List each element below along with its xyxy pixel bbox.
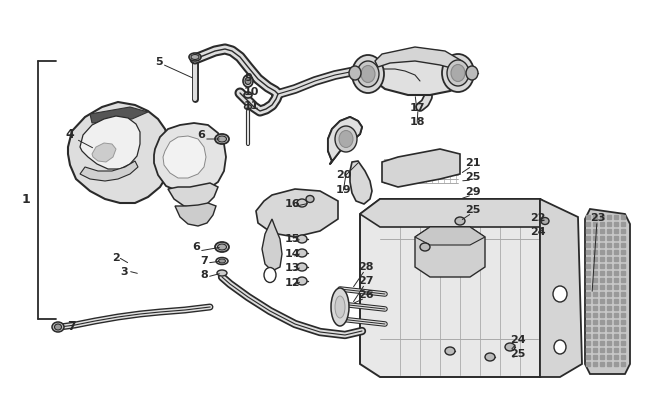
Text: 11: 11 — [244, 101, 259, 111]
Polygon shape — [68, 103, 172, 203]
Polygon shape — [415, 228, 485, 277]
Ellipse shape — [216, 258, 228, 265]
Text: 27: 27 — [358, 275, 374, 285]
Ellipse shape — [505, 343, 515, 351]
Ellipse shape — [218, 259, 226, 263]
Ellipse shape — [357, 62, 379, 88]
Text: 24: 24 — [510, 334, 526, 344]
Ellipse shape — [541, 218, 549, 225]
Polygon shape — [360, 200, 560, 228]
Text: 23: 23 — [590, 213, 605, 222]
Ellipse shape — [189, 54, 201, 62]
Ellipse shape — [445, 347, 455, 355]
Text: 20: 20 — [336, 170, 352, 179]
Ellipse shape — [466, 67, 478, 81]
Ellipse shape — [215, 135, 229, 145]
Polygon shape — [540, 200, 560, 377]
Text: 25: 25 — [465, 205, 480, 215]
Ellipse shape — [442, 55, 474, 93]
Ellipse shape — [455, 217, 465, 226]
Ellipse shape — [218, 244, 226, 250]
Text: 29: 29 — [465, 187, 480, 196]
Polygon shape — [585, 209, 630, 374]
Text: 6: 6 — [197, 130, 205, 140]
Ellipse shape — [554, 340, 566, 354]
Polygon shape — [92, 144, 116, 162]
Polygon shape — [360, 200, 560, 377]
Ellipse shape — [335, 127, 357, 153]
Polygon shape — [350, 162, 372, 205]
Text: 21: 21 — [465, 158, 480, 168]
Ellipse shape — [420, 243, 430, 252]
Text: 8: 8 — [200, 269, 208, 279]
Ellipse shape — [297, 277, 307, 285]
Text: 26: 26 — [358, 289, 374, 299]
Polygon shape — [415, 228, 485, 245]
Text: 1: 1 — [22, 193, 31, 206]
Ellipse shape — [331, 288, 349, 326]
Polygon shape — [154, 124, 226, 194]
Polygon shape — [328, 118, 362, 164]
Ellipse shape — [218, 136, 226, 143]
Text: 10: 10 — [244, 87, 259, 97]
Polygon shape — [168, 183, 218, 209]
Ellipse shape — [297, 249, 307, 257]
Text: 17: 17 — [410, 103, 426, 113]
Ellipse shape — [451, 65, 465, 82]
Text: 6: 6 — [192, 241, 200, 252]
Ellipse shape — [217, 270, 227, 276]
Polygon shape — [382, 149, 460, 188]
Ellipse shape — [335, 296, 345, 318]
Polygon shape — [175, 203, 216, 226]
Ellipse shape — [361, 66, 375, 83]
Polygon shape — [262, 220, 282, 271]
Polygon shape — [368, 50, 468, 96]
Text: 18: 18 — [410, 117, 426, 127]
Ellipse shape — [485, 353, 495, 361]
Ellipse shape — [352, 56, 384, 94]
Ellipse shape — [264, 268, 276, 283]
Text: 25: 25 — [510, 348, 525, 358]
Ellipse shape — [297, 235, 307, 243]
Ellipse shape — [553, 286, 567, 302]
Polygon shape — [80, 117, 140, 170]
Text: 5: 5 — [155, 57, 162, 67]
Polygon shape — [375, 48, 462, 70]
Text: 19: 19 — [336, 185, 352, 194]
Text: 2: 2 — [112, 252, 120, 262]
Polygon shape — [80, 162, 138, 181]
Text: 3: 3 — [120, 266, 127, 276]
Polygon shape — [256, 190, 338, 237]
Polygon shape — [90, 108, 148, 124]
Text: 24: 24 — [530, 226, 545, 237]
Ellipse shape — [306, 196, 314, 203]
Text: 28: 28 — [358, 261, 374, 271]
Ellipse shape — [215, 243, 229, 252]
Polygon shape — [540, 200, 582, 377]
Ellipse shape — [243, 76, 253, 88]
Ellipse shape — [339, 131, 353, 148]
Text: 12: 12 — [285, 277, 300, 287]
Ellipse shape — [191, 55, 199, 60]
Ellipse shape — [447, 61, 469, 87]
Text: 16: 16 — [285, 198, 300, 209]
Text: 25: 25 — [465, 172, 480, 181]
Text: 22: 22 — [530, 213, 545, 222]
Ellipse shape — [349, 67, 361, 81]
Ellipse shape — [297, 200, 307, 207]
Text: 13: 13 — [285, 262, 300, 272]
Ellipse shape — [52, 322, 64, 332]
Polygon shape — [163, 136, 206, 179]
Text: 9: 9 — [244, 73, 252, 83]
Text: 4: 4 — [65, 128, 73, 141]
Text: 7: 7 — [67, 320, 76, 333]
Ellipse shape — [244, 93, 252, 99]
Text: 7: 7 — [200, 256, 208, 265]
Ellipse shape — [245, 78, 251, 85]
Ellipse shape — [244, 105, 252, 110]
Ellipse shape — [297, 263, 307, 271]
Text: 14: 14 — [285, 248, 300, 258]
Ellipse shape — [55, 324, 62, 330]
Text: 15: 15 — [285, 233, 300, 243]
